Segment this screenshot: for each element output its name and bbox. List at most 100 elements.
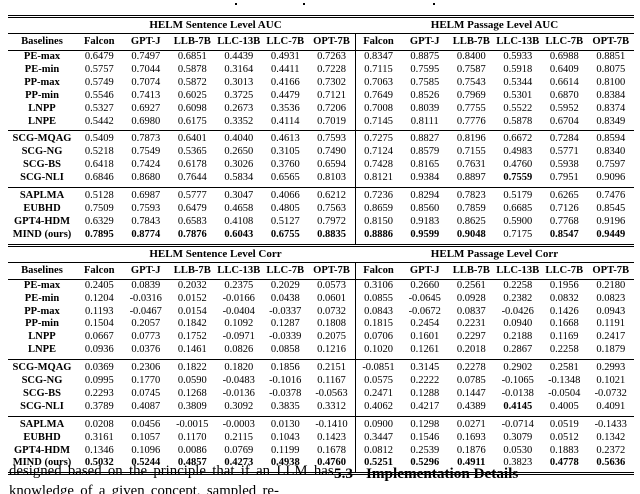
- cell-value: 0.5546: [84, 89, 114, 101]
- cell-value: 0.8560: [410, 202, 440, 214]
- cell-value: 0.8039: [410, 102, 440, 114]
- cell-value: 0.1808: [317, 318, 346, 330]
- cell-value: 0.5327: [84, 102, 114, 114]
- cell-value: 0.8150: [354, 215, 402, 229]
- cell-value: 0.4613: [262, 130, 309, 147]
- column-header: GPT-J: [122, 262, 169, 280]
- column-header: LLC-13B: [215, 33, 262, 51]
- cell-value: 0.5127: [270, 215, 300, 227]
- cell-value: -0.0483: [222, 375, 255, 387]
- cell-value: 0.0773: [131, 331, 161, 343]
- cell-value: 0.0785: [456, 375, 486, 387]
- table-row: SCG-MQAG 0.5409 0.7873 0.6401 0.4040 0.4613 0.…: [8, 130, 634, 147]
- cell-value: 0.2306: [122, 359, 169, 376]
- cell-value: 0.7843: [131, 215, 161, 227]
- cell-value: 0.5251: [354, 457, 402, 473]
- cell-value: 0.7302: [317, 76, 346, 88]
- cell-value: 0.4108: [224, 215, 254, 227]
- cell-value: 0.2993: [587, 359, 634, 376]
- cell-value: 0.7895: [84, 228, 114, 240]
- cell-value: 0.7155: [456, 146, 486, 158]
- cell-value: 0.8526: [410, 89, 440, 101]
- cell-value: 0.0706: [354, 331, 402, 345]
- cell-value: 0.5834: [224, 172, 254, 184]
- cell-value: 0.7074: [131, 76, 161, 88]
- cell-value: -0.0971: [222, 331, 255, 343]
- column-header: OPT-7B: [308, 262, 355, 280]
- cell-value: 0.1199: [271, 444, 300, 456]
- cell-value: 0.2258: [549, 344, 579, 356]
- cell-value: 0.4857: [177, 457, 207, 469]
- cell-value: 0.0456: [122, 415, 169, 432]
- cell-value: 0.0900: [354, 415, 402, 432]
- cell-value: 0.3161: [84, 431, 114, 443]
- cell-value: 0.2405: [84, 279, 114, 291]
- cell-value: -0.0645: [408, 292, 441, 304]
- group-header-stub: [8, 246, 76, 263]
- cell-value: 0.1879: [596, 344, 626, 356]
- column-header: GPT-J: [401, 262, 448, 280]
- cell-value: 0.1423: [317, 431, 346, 443]
- row-label: LNPE: [27, 115, 56, 127]
- row-label: SCG-NG: [21, 375, 63, 387]
- cell-value: 0.1546: [410, 431, 440, 443]
- cell-value: 0.1193: [85, 305, 114, 317]
- cell-value: 0.8875: [410, 51, 440, 62]
- cell-value: 0.0928: [456, 292, 486, 304]
- cell-value: 0.8103: [317, 172, 346, 184]
- column-header: LLB-7B: [448, 33, 495, 51]
- cell-value: 0.3312: [317, 400, 346, 412]
- cell-value: 0.3823: [503, 457, 533, 469]
- cell-value: 0.0152: [177, 292, 207, 304]
- cell-value: 0.5409: [76, 130, 123, 147]
- cell-value: 0.2902: [494, 359, 541, 376]
- cell-value: 0.6988: [549, 51, 579, 62]
- cell-value: 0.4087: [131, 400, 161, 412]
- cell-value: 0.7876: [177, 228, 207, 240]
- table-row: SCG-BS 0.2293 0.0745 0.1268 -0.0136 -0.0378 -0…: [8, 387, 634, 401]
- table-row: SCG-NG 0.0995 0.1770 0.0590 -0.0483 -0.1016 0.…: [8, 375, 634, 388]
- table-row: EUBHD 0.3161 0.1057 0.1170 0.2115 0.1043 0.142…: [8, 431, 634, 445]
- cell-value: 0.8897: [456, 172, 486, 184]
- cell-value: 0.1601: [410, 331, 440, 343]
- table-top-rule: [8, 15, 634, 18]
- cell-value: 0.7424: [131, 159, 161, 171]
- group-header: HELM Passage Level Corr: [355, 246, 634, 263]
- cell-value: 0.7008: [354, 102, 402, 116]
- cell-value: 0.6583: [177, 215, 207, 227]
- row-label: MIND (ours): [12, 457, 72, 469]
- cell-value: 0.7755: [456, 102, 486, 114]
- cell-value: 0.7593: [308, 130, 355, 147]
- cell-value: 0.0826: [224, 344, 254, 356]
- cell-value: 0.5757: [84, 63, 114, 75]
- cell-value: 0.5900: [503, 215, 533, 227]
- cell-value: 0.1668: [549, 318, 579, 330]
- column-header: LLC-13B: [494, 33, 541, 51]
- cell-value: -0.0316: [129, 292, 162, 304]
- cell-value: -0.0337: [269, 305, 302, 317]
- cell-value: 0.4805: [270, 202, 300, 214]
- cell-value: 0.7509: [84, 202, 114, 214]
- cell-value: 0.2258: [503, 279, 533, 291]
- cell-value: 0.1504: [84, 318, 114, 330]
- cell-value: 0.3447: [354, 431, 402, 445]
- cell-value: 0.8579: [410, 146, 440, 158]
- group-header-stub: [8, 18, 76, 34]
- cell-value: 0.7497: [131, 51, 161, 62]
- row-label: PP-min: [25, 318, 59, 330]
- row-label: SCG-MQAG: [8, 130, 76, 147]
- table-row: GPT4-HDM 0.1346 0.1096 0.0086 0.0769 0.1199 0.…: [8, 444, 634, 458]
- cell-value: -0.0467: [129, 305, 162, 317]
- cell-value: 0.9048: [456, 228, 486, 240]
- cell-value: 0.1170: [178, 431, 207, 443]
- cell-value: 0.1693: [456, 431, 486, 443]
- cell-value: 0.7121: [317, 89, 346, 101]
- cell-value: 0.1169: [550, 331, 579, 343]
- cell-value: 0.0438: [270, 292, 300, 304]
- table-row: PE-max 0.2405 0.0839 0.2032 0.2375 0.2029 0.05…: [8, 279, 634, 293]
- cell-value: 0.7859: [456, 202, 486, 214]
- cell-value: 0.2029: [270, 279, 300, 291]
- cell-value: 0.7284: [541, 130, 588, 147]
- cell-value: 0.3092: [224, 400, 254, 412]
- cell-value: 0.1678: [317, 444, 346, 456]
